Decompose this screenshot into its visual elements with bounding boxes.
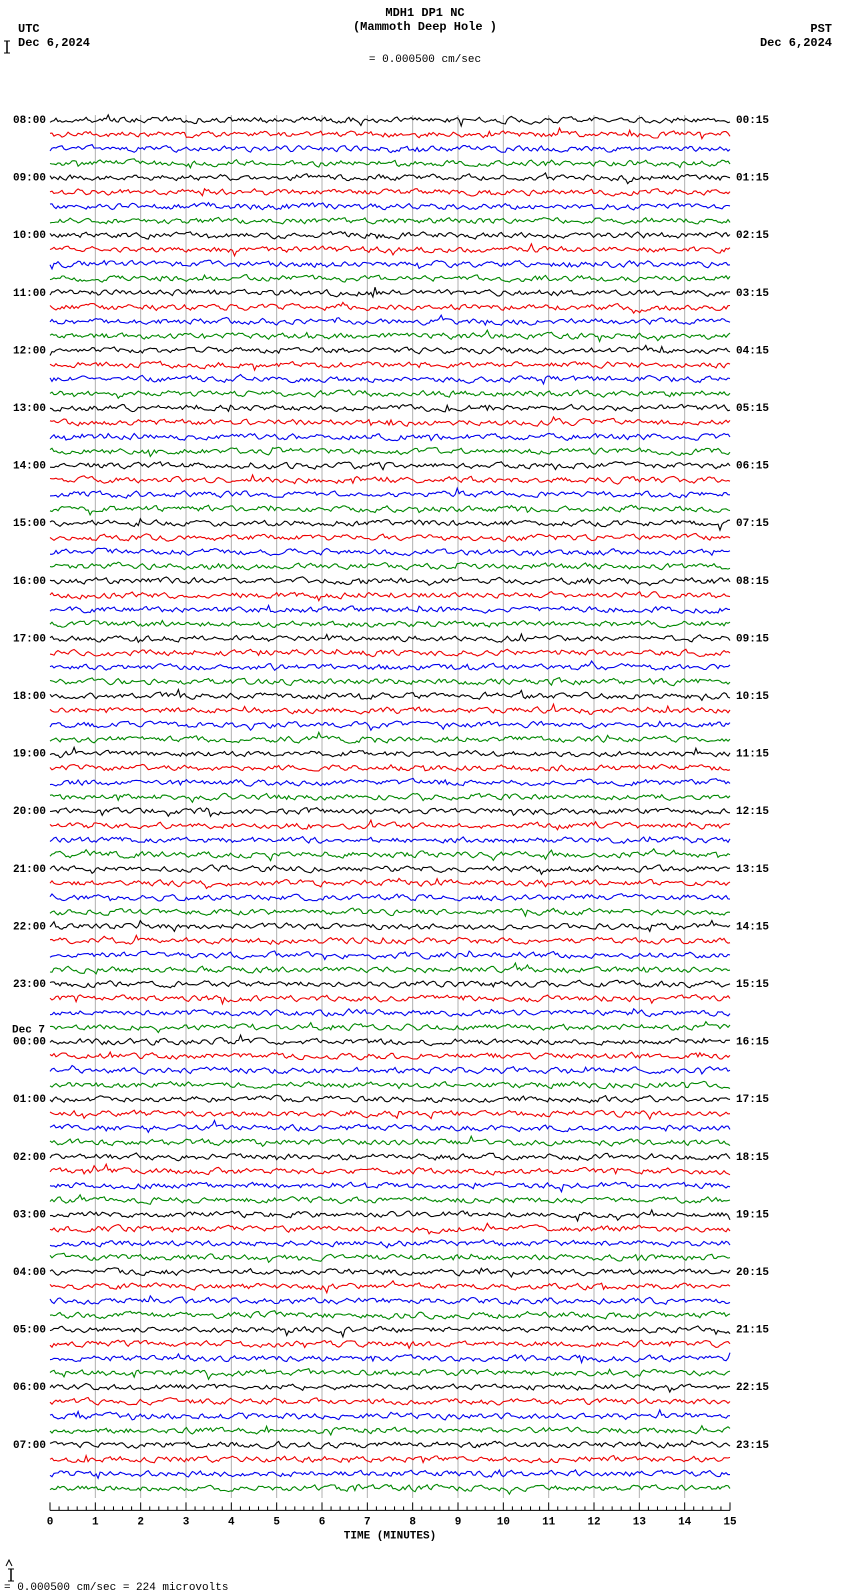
svg-text:7: 7 [364,1516,371,1528]
svg-text:17:00: 17:00 [13,633,46,645]
svg-text:02:00: 02:00 [13,1152,46,1164]
station-id: MDH1 DP1 NC [385,6,464,20]
svg-text:22:00: 22:00 [13,921,46,933]
svg-text:19:15: 19:15 [736,1209,769,1221]
svg-text:10:00: 10:00 [13,230,46,242]
svg-text:03:00: 03:00 [13,1209,46,1221]
svg-text:17:15: 17:15 [736,1094,769,1106]
svg-text:14:15: 14:15 [736,921,769,933]
svg-text:1: 1 [92,1516,99,1528]
svg-text:18:00: 18:00 [13,691,46,703]
svg-text:02:15: 02:15 [736,230,769,242]
svg-text:06:15: 06:15 [736,461,769,473]
svg-text:19:00: 19:00 [13,749,46,761]
svg-text:23:15: 23:15 [736,1440,769,1452]
svg-text:22:15: 22:15 [736,1382,769,1394]
svg-text:3: 3 [183,1516,190,1528]
chart-header: UTC Dec 6,2024 MDH1 DP1 NC (Mammoth Deep… [0,0,850,55]
svg-text:06:00: 06:00 [13,1382,46,1394]
svg-text:13:00: 13:00 [13,403,46,415]
svg-text:0: 0 [47,1516,54,1528]
svg-text:01:00: 01:00 [13,1094,46,1106]
svg-text:8: 8 [409,1516,416,1528]
svg-text:9: 9 [455,1516,462,1528]
svg-text:09:15: 09:15 [736,633,769,645]
header-right: PST Dec 6,2024 [760,22,832,50]
svg-text:18:15: 18:15 [736,1152,769,1164]
header-center: MDH1 DP1 NC (Mammoth Deep Hole ) [0,6,850,34]
svg-text:14:00: 14:00 [13,461,46,473]
svg-text:11:00: 11:00 [13,288,46,300]
svg-text:21:15: 21:15 [736,1325,769,1337]
svg-text:23:00: 23:00 [13,979,46,991]
svg-text:13: 13 [633,1516,647,1528]
svg-text:04:15: 04:15 [736,345,769,357]
svg-text:4: 4 [228,1516,235,1528]
svg-text:15:00: 15:00 [13,518,46,530]
svg-text:08:00: 08:00 [13,115,46,127]
svg-text:10:15: 10:15 [736,691,769,703]
chart-footer: = 0.000500 cm/sec = 224 microvolts [0,1550,850,1594]
svg-text:13:15: 13:15 [736,864,769,876]
svg-text:12:00: 12:00 [13,345,46,357]
svg-text:08:15: 08:15 [736,576,769,588]
svg-text:12:15: 12:15 [736,806,769,818]
svg-text:20:00: 20:00 [13,806,46,818]
date-right: Dec 6,2024 [760,36,832,50]
tz-right: PST [810,22,832,36]
svg-text:07:00: 07:00 [13,1440,46,1452]
svg-text:00:00: 00:00 [13,1037,46,1049]
svg-text:14: 14 [678,1516,692,1528]
svg-text:05:15: 05:15 [736,403,769,415]
svg-text:07:15: 07:15 [736,518,769,530]
svg-text:12: 12 [587,1516,600,1528]
svg-text:2: 2 [137,1516,144,1528]
svg-text:04:00: 04:00 [13,1267,46,1279]
svg-text:15: 15 [723,1516,737,1528]
svg-text:21:00: 21:00 [13,864,46,876]
footer-text: = 0.000500 cm/sec = 224 microvolts [4,1582,228,1594]
svg-text:00:15: 00:15 [736,115,769,127]
svg-text:Dec 7: Dec 7 [12,1025,45,1037]
station-name: (Mammoth Deep Hole ) [353,20,497,34]
svg-text:01:15: 01:15 [736,173,769,185]
svg-text:16:00: 16:00 [13,576,46,588]
helicorder-plot: 08:00 00:15 09:00 01:15 10:00 02:15 11:00 03:15… [0,55,850,1550]
plot-svg: 08:00 00:15 09:00 01:15 10:00 02:15 11:00 03:15… [0,55,850,1550]
svg-text:5: 5 [273,1516,280,1528]
svg-text:6: 6 [319,1516,326,1528]
svg-text:15:15: 15:15 [736,979,769,991]
svg-text:TIME (MINUTES): TIME (MINUTES) [344,1530,436,1542]
svg-text:03:15: 03:15 [736,288,769,300]
svg-text:20:15: 20:15 [736,1267,769,1279]
svg-text:11: 11 [542,1516,556,1528]
svg-text:05:00: 05:00 [13,1325,46,1337]
svg-text:10: 10 [497,1516,510,1528]
svg-text:11:15: 11:15 [736,749,769,761]
svg-text:09:00: 09:00 [13,173,46,185]
svg-text:16:15: 16:15 [736,1037,769,1049]
